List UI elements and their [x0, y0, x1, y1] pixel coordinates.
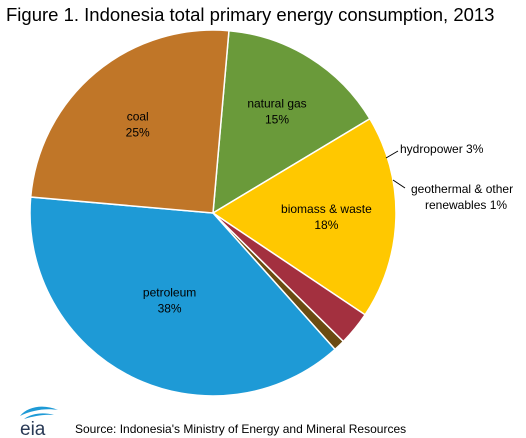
- slice-label-petroleum: petroleum 38%: [143, 286, 196, 316]
- geothermal-label-line2: renewables 1%: [425, 198, 507, 212]
- pie-slice-coal: [29, 29, 230, 214]
- chart-title: Figure 1. Indonesia total primary energy…: [6, 4, 495, 25]
- geothermal-label-line1: geothermal & other: [411, 182, 513, 196]
- pie-slice-natural-gas: [212, 29, 371, 215]
- slice-label-coal: coal 25%: [126, 109, 150, 139]
- pie-slice-biomass-and-waste: [211, 117, 397, 316]
- slice-label-natural-gas: natural gas 15%: [247, 97, 306, 127]
- source-note: Source: Indonesia's Ministry of Energy a…: [75, 422, 407, 436]
- hydropower-leader-line: [385, 150, 399, 159]
- slice-label-biomass-and-waste: biomass & waste 18%: [281, 202, 372, 232]
- hydropower-label: hydropower 3%: [400, 142, 484, 156]
- geothermal-leader-line: [392, 179, 406, 189]
- footer: eia Source: Indonesia's Ministry of Ener…: [0, 398, 526, 438]
- pie-chart: natural gas 15% biomass & waste 18% petroleu…: [29, 29, 513, 397]
- eia-logo-icon: eia: [20, 406, 58, 438]
- pie-slice-petroleum: [29, 196, 337, 397]
- eia-logo-text: eia: [20, 419, 46, 438]
